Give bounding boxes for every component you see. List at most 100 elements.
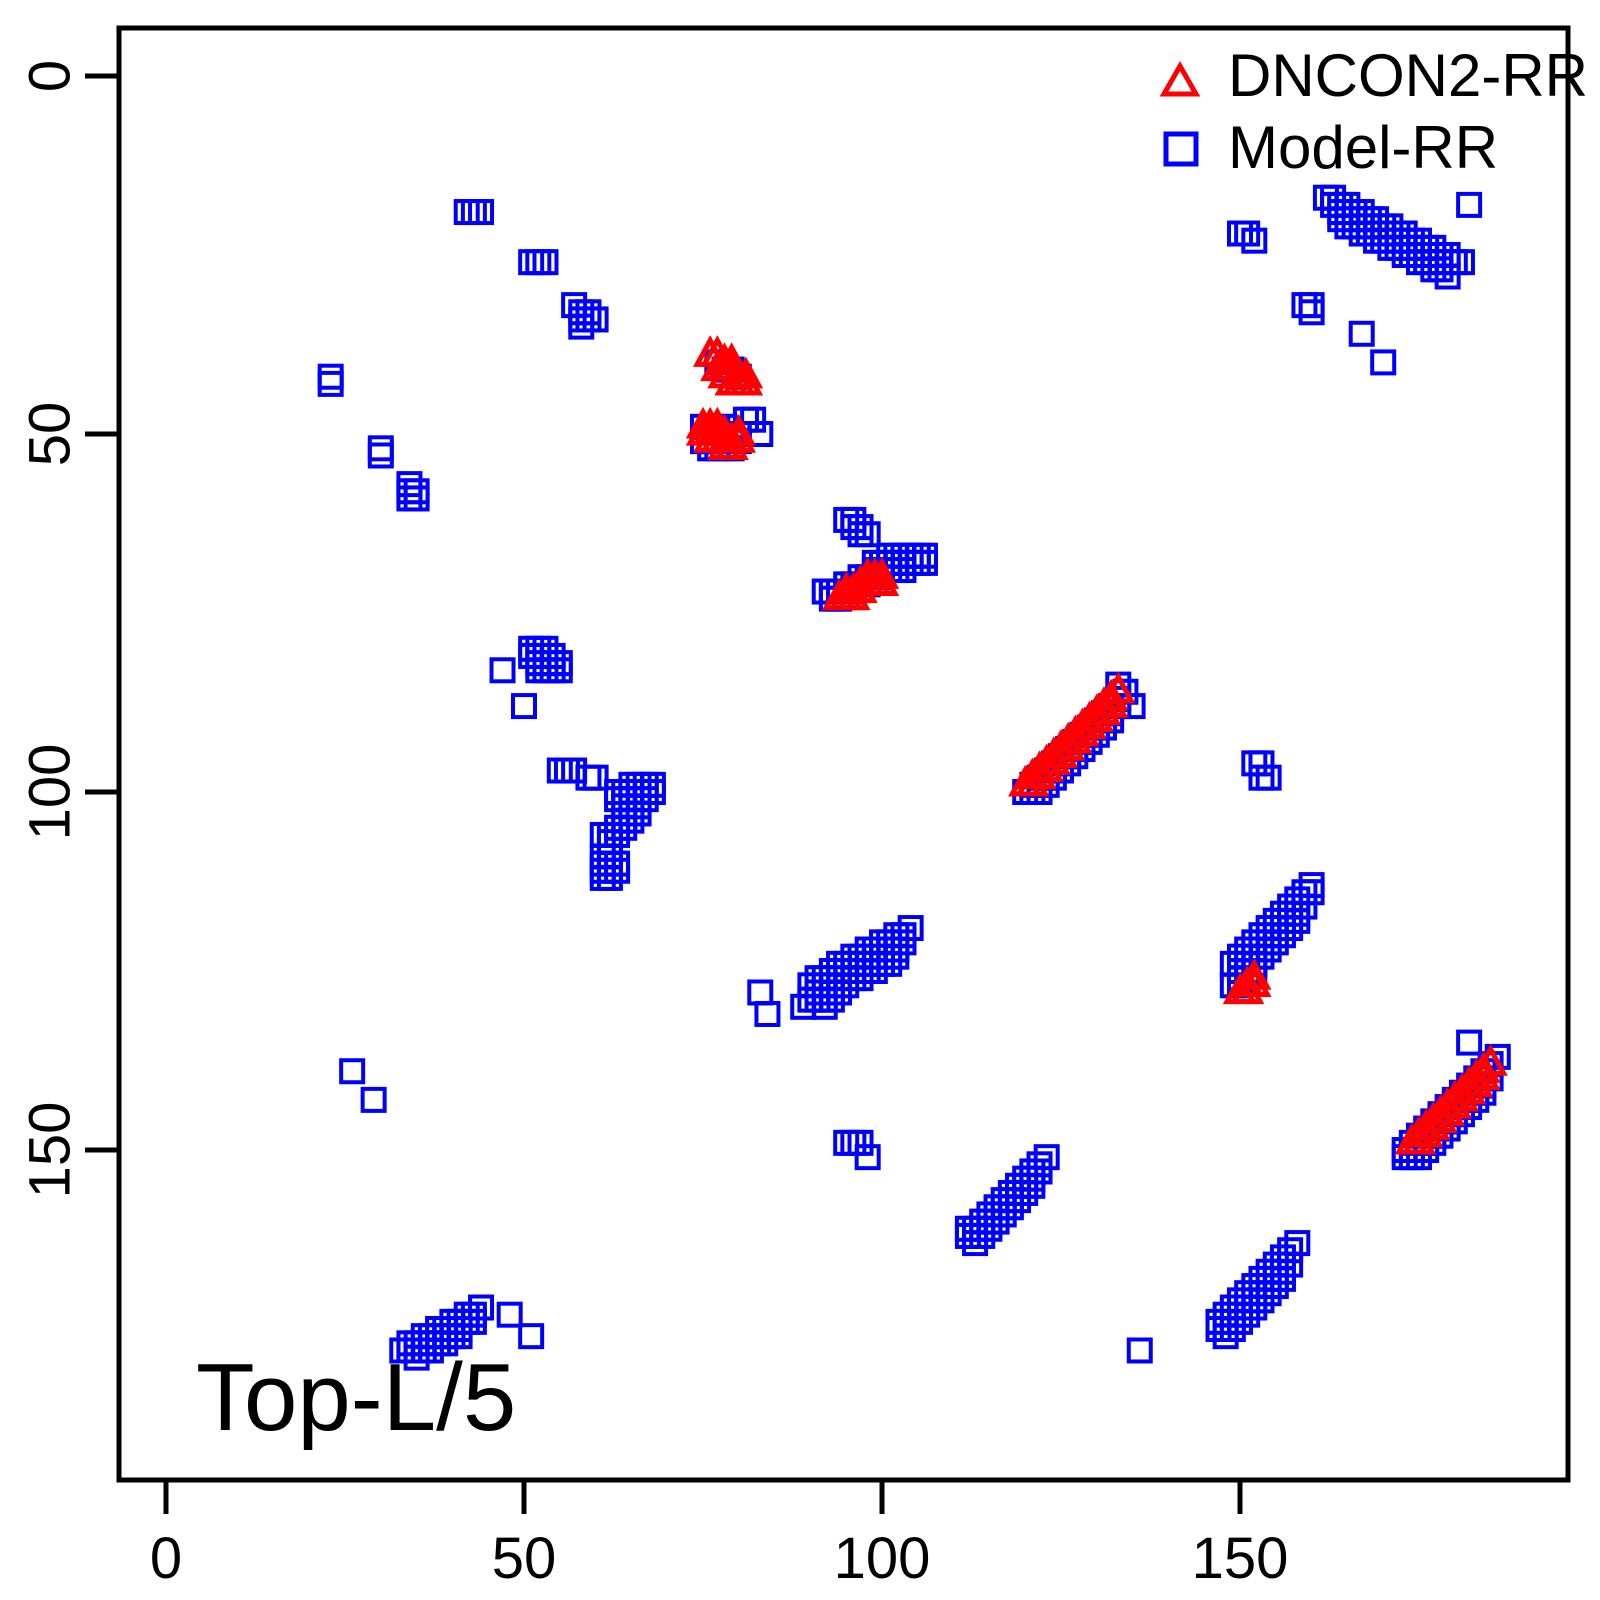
model-rr-point xyxy=(990,1187,1017,1214)
model-rr-point xyxy=(1427,249,1454,276)
model-rr-point xyxy=(546,650,573,677)
model-rr-point xyxy=(639,771,666,798)
model-rr-point xyxy=(1434,263,1461,290)
plot-annotation-label: Top-L/5 xyxy=(196,1344,516,1451)
model-rr-point xyxy=(1284,907,1311,934)
dncon2-rr-point xyxy=(821,578,857,611)
model-rr-point xyxy=(604,821,631,848)
model-rr-point xyxy=(625,793,652,820)
model-rr-point xyxy=(468,199,495,226)
model-rr-point xyxy=(611,814,638,841)
dncon2-rr-point xyxy=(685,413,721,446)
dncon2-rr-point xyxy=(1237,958,1272,990)
model-rr-point xyxy=(890,929,917,956)
model-rr-point xyxy=(1205,1308,1232,1335)
model-rr-point xyxy=(1391,220,1418,247)
model-rr-point xyxy=(840,958,867,984)
model-rr-point xyxy=(1234,1301,1261,1328)
model-rr-point xyxy=(532,635,559,662)
model-rr-point xyxy=(854,521,881,548)
model-rr-point xyxy=(847,1129,874,1156)
x-tick-label: 150 xyxy=(1192,1526,1289,1591)
model-rr-point xyxy=(1341,199,1368,226)
model-rr-point xyxy=(861,936,888,963)
model-rr-point xyxy=(1427,256,1454,283)
model-rr-point xyxy=(489,657,516,684)
model-rr-point xyxy=(818,986,845,1013)
model-rr-point xyxy=(1262,1273,1289,1300)
model-rr-point xyxy=(883,542,910,569)
x-axis-ticks xyxy=(163,1480,1243,1514)
model-rr-point xyxy=(582,764,609,791)
dncon2-rr-point xyxy=(864,557,900,589)
model-rr-point xyxy=(1291,292,1318,319)
model-rr-point xyxy=(990,1194,1017,1221)
legend-item-dncon2-rr[interactable]: DNCON2-RR xyxy=(1159,42,1588,109)
model-rr-point xyxy=(1005,1187,1032,1214)
model-rr-point xyxy=(1269,1258,1296,1285)
model-rr-point xyxy=(833,950,860,977)
model-rr-point xyxy=(1348,199,1375,226)
model-rr-point xyxy=(1355,213,1382,240)
model-rr-point xyxy=(1241,750,1268,777)
model-rr-point xyxy=(826,979,853,1006)
model-rr-point xyxy=(1012,1179,1039,1206)
model-rr-point xyxy=(1262,907,1289,934)
model-rr-point xyxy=(532,650,559,677)
model-rr-point xyxy=(890,922,917,949)
model-rr-point xyxy=(518,635,545,662)
model-rr-point xyxy=(518,642,545,669)
model-rr-point xyxy=(625,779,652,805)
model-rr-point xyxy=(589,843,616,870)
model-rr-point xyxy=(532,249,559,276)
model-rr-point xyxy=(403,478,430,505)
model-rr-point xyxy=(1348,206,1375,233)
model-rr-point xyxy=(1269,900,1296,927)
model-rr-point xyxy=(460,199,487,226)
model-rr-point xyxy=(811,972,838,999)
model-rr-point xyxy=(833,1129,860,1156)
model-rr-point xyxy=(854,1144,881,1171)
model-rr-point xyxy=(1277,893,1304,920)
model-rr-point xyxy=(1219,1316,1246,1342)
model-rr-point xyxy=(847,521,874,548)
model-rr-point xyxy=(804,986,831,1013)
model-rr-point xyxy=(1413,234,1440,261)
model-rr-point xyxy=(969,1215,996,1242)
model-rr-point xyxy=(546,657,573,684)
model-rr-point xyxy=(883,922,910,949)
model-rr-point xyxy=(496,1301,523,1328)
model-rr-point xyxy=(976,1201,1003,1228)
model-rr-point xyxy=(604,857,631,884)
model-rr-point xyxy=(1327,191,1354,218)
model-rr-point xyxy=(1434,249,1461,276)
model-rr-point xyxy=(589,821,616,848)
model-rr-point xyxy=(1427,242,1454,268)
model-rr-point xyxy=(446,1323,473,1350)
model-rr-point xyxy=(1269,922,1296,949)
model-rr-point xyxy=(1241,929,1268,956)
model-rr-point xyxy=(1341,206,1368,233)
triangle-icon xyxy=(1159,60,1201,97)
model-rr-point xyxy=(1363,213,1390,240)
model-rr-point xyxy=(1277,907,1304,934)
legend-item-model-rr[interactable]: Model-RR xyxy=(1163,114,1498,181)
model-rr-point xyxy=(861,943,888,970)
model-rr-point xyxy=(1398,242,1425,268)
dncon2-rr-point xyxy=(864,564,900,596)
model-rr-point xyxy=(589,864,616,891)
model-rr-point xyxy=(596,857,623,884)
model-rr-point xyxy=(546,757,573,784)
model-rr-point xyxy=(833,958,860,984)
model-rr-point xyxy=(883,936,910,963)
model-rr-point xyxy=(804,965,831,992)
model-rr-point xyxy=(632,786,659,813)
model-rr-point xyxy=(1441,249,1468,276)
model-rr-point xyxy=(625,800,652,827)
model-rr-point xyxy=(1227,1308,1253,1335)
model-rr-point xyxy=(976,1208,1003,1235)
model-rr-point xyxy=(1320,184,1347,211)
model-rr-point xyxy=(1005,1172,1032,1199)
model-rr-point xyxy=(840,506,867,533)
